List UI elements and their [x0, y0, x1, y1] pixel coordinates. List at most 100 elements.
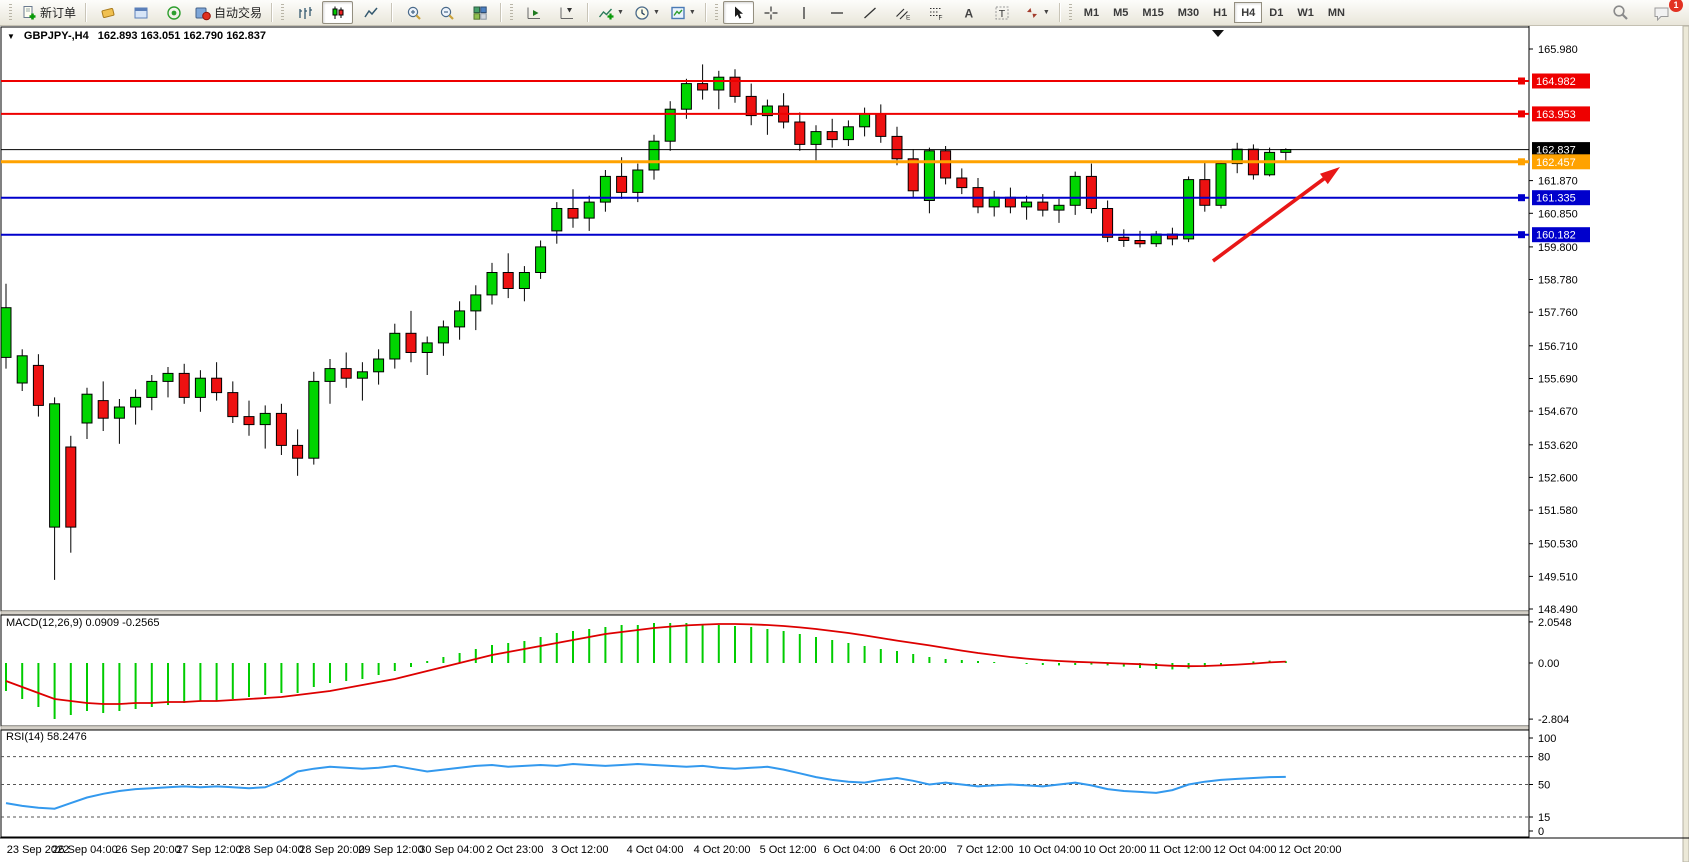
timeframe-button-H1[interactable]: H1 — [1213, 6, 1228, 19]
market-watch-button[interactable] — [92, 1, 123, 24]
signals-button[interactable] — [158, 1, 189, 24]
search-button[interactable] — [1605, 1, 1636, 24]
trendline-tool-button[interactable] — [855, 1, 886, 24]
periods-button[interactable]: ▼ — [630, 1, 664, 24]
candle — [794, 112, 806, 151]
trendline-icon — [862, 5, 878, 21]
candle — [16, 349, 28, 391]
auto-scroll-button[interactable] — [518, 1, 549, 24]
timeframe-button-M1[interactable]: M1 — [1083, 6, 1100, 19]
price-badge: 160.182 — [1532, 227, 1590, 243]
fibonacci-tool-button[interactable]: F — [921, 1, 952, 24]
horizontal-line-tool-button[interactable] — [822, 1, 853, 24]
templates-button[interactable]: ▼ — [666, 1, 700, 24]
chart-shift-marker[interactable] — [1212, 30, 1224, 37]
new-order-button[interactable]: 新订单 — [17, 1, 80, 24]
time-axis-label: 10 Oct 20:00 — [1084, 844, 1147, 856]
timeframe-button-W1[interactable]: W1 — [1297, 6, 1314, 19]
candle — [745, 83, 757, 126]
toolbar-grip[interactable] — [510, 3, 514, 22]
time-axis-label: 2 Oct 23:00 — [487, 844, 544, 856]
zoom-in-button[interactable] — [398, 1, 429, 24]
timeframe-button-D1[interactable]: D1 — [1269, 6, 1284, 19]
macd-axis-label: 2.0548 — [1538, 617, 1572, 629]
price-badge-label: 164.982 — [1536, 76, 1576, 88]
templates-dropdown-caret[interactable]: ▼ — [688, 9, 696, 16]
tile-windows-button[interactable] — [464, 1, 495, 24]
timeframe-button-M30[interactable]: M30 — [1177, 6, 1200, 19]
candle — [162, 367, 174, 398]
timeframe-button-M5[interactable]: M5 — [1113, 6, 1129, 19]
text-tool-button[interactable]: A — [954, 1, 985, 24]
zoom-in-icon — [406, 5, 422, 21]
periods-dropdown-caret[interactable]: ▼ — [652, 9, 660, 16]
main-chart-panel[interactable] — [0, 26, 1530, 612]
candle — [583, 195, 595, 231]
line-anchor-marker[interactable] — [1518, 194, 1525, 202]
candle — [1021, 195, 1033, 220]
timeframe-button-H4[interactable]: H4 — [1234, 2, 1263, 23]
time-axis-label: 23 Sep 2022 — [7, 844, 69, 856]
candle — [49, 397, 61, 580]
text-label-tool-button[interactable]: T — [987, 1, 1018, 24]
candle — [826, 118, 838, 148]
candle — [1118, 229, 1130, 247]
rsi-panel[interactable] — [0, 729, 1530, 838]
chat-bubble-icon — [1653, 5, 1671, 21]
candle — [130, 389, 142, 425]
toolbar-grip[interactable] — [1068, 3, 1072, 22]
cursor-tool-button[interactable] — [722, 1, 754, 24]
line-anchor-marker[interactable] — [1518, 231, 1525, 239]
time-axis-label: 29 Sep 12:00 — [358, 844, 423, 856]
time-axis-label: 30 Sep 04:00 — [419, 844, 484, 856]
line-anchor-marker[interactable] — [1518, 110, 1525, 118]
ohlc-readout: 162.893 163.051 162.790 162.837 — [97, 30, 266, 42]
text-icon: A — [961, 5, 977, 21]
channel-tool-button[interactable]: E — [888, 1, 919, 24]
toolbar-grip[interactable] — [281, 3, 285, 22]
right-edge-strip — [1682, 25, 1689, 862]
arrows-dropdown-caret[interactable]: ▼ — [1042, 9, 1050, 16]
vertical-line-icon — [796, 5, 812, 21]
chart-title-dropdown-icon[interactable]: ▼ — [7, 31, 15, 41]
candle — [680, 78, 692, 119]
candle — [146, 375, 158, 411]
arrows-tool-button[interactable]: ▼ — [1020, 1, 1054, 24]
price-badge-label: 163.953 — [1536, 109, 1576, 121]
trend-arrow[interactable] — [1211, 167, 1340, 263]
timeframe-button-M15[interactable]: M15 — [1142, 6, 1164, 19]
indicators-dropdown-caret[interactable]: ▼ — [617, 9, 624, 16]
crosshair-tool-button[interactable] — [756, 1, 787, 24]
vertical-line-tool-button[interactable] — [789, 1, 820, 24]
bar-chart-button[interactable] — [289, 1, 320, 24]
navigator-button[interactable] — [125, 1, 156, 24]
panel-splitter[interactable] — [0, 725, 1530, 731]
candle — [810, 125, 822, 161]
candlestick-chart-button[interactable] — [322, 1, 354, 24]
line-anchor-marker[interactable] — [1518, 158, 1525, 166]
price-badge-label: 160.182 — [1536, 230, 1576, 242]
zoom-out-button[interactable] — [431, 1, 462, 24]
toolbar-grip[interactable] — [714, 3, 718, 22]
rsi-line — [5, 762, 1286, 810]
time-axis-label: 7 Oct 12:00 — [957, 844, 1014, 856]
timeframe-button-MN[interactable]: MN — [1327, 6, 1345, 19]
panel-splitter[interactable] — [0, 610, 1530, 616]
candle — [567, 189, 579, 228]
toolbar-separator — [500, 3, 503, 22]
toolbar-grip[interactable] — [9, 3, 12, 22]
chart-shift-button[interactable] — [551, 1, 582, 24]
candle — [421, 336, 433, 375]
macd-panel[interactable] — [0, 614, 1530, 727]
indicators-icon — [598, 5, 614, 21]
candle — [940, 146, 952, 185]
autotrading-button[interactable]: 自动交易 — [191, 1, 266, 24]
indicators-button[interactable]: ▼ — [594, 1, 628, 24]
candle — [729, 69, 741, 103]
line-chart-button[interactable] — [355, 1, 386, 24]
line-anchor-marker[interactable] — [1518, 77, 1525, 85]
notifications-button[interactable]: 1 — [1646, 0, 1683, 24]
chart-shift-icon — [559, 5, 575, 21]
candle — [632, 163, 644, 203]
